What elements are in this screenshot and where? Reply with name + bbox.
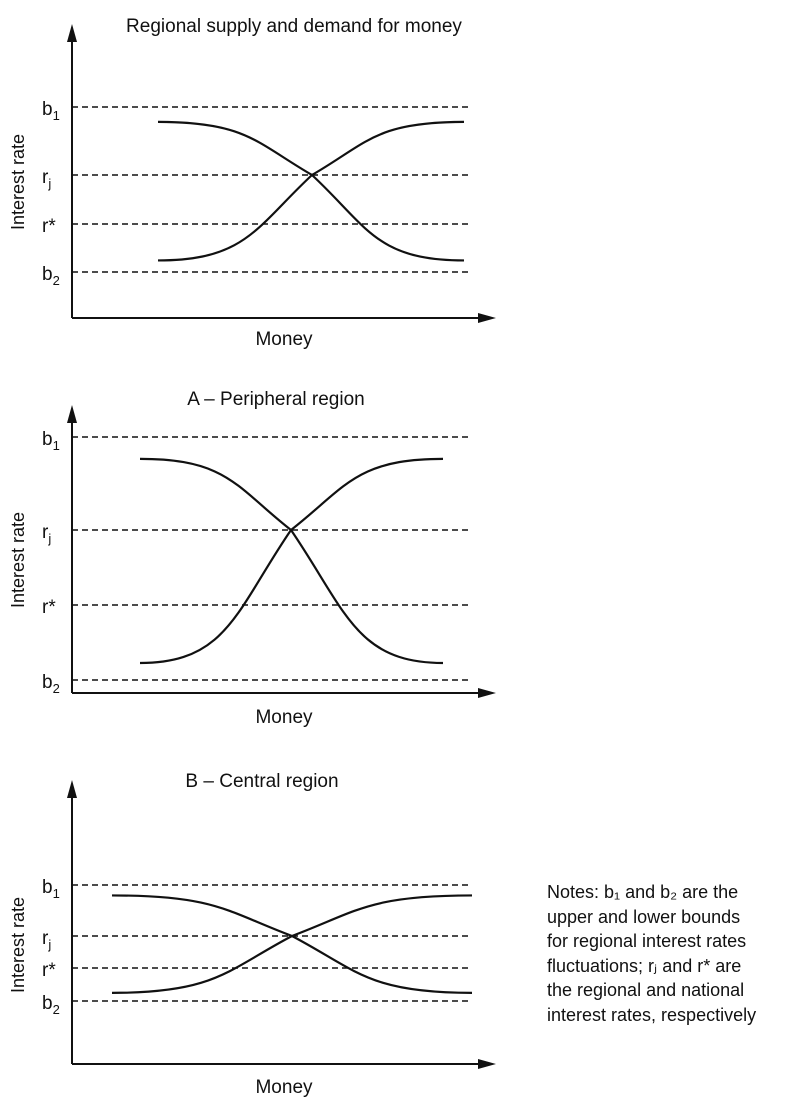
panel-title: B – Central region [185, 771, 338, 792]
notes-line: the regional and national [547, 980, 745, 1000]
x-axis-label: Money [255, 707, 313, 728]
notes-line: upper and lower bounds [547, 906, 741, 927]
y-axis-arrow-icon [67, 780, 77, 798]
demand-curve [157, 120, 465, 262]
supply-curve [157, 120, 465, 262]
notes-line: interest rates, respectively [547, 1004, 757, 1025]
supply-curve [111, 894, 473, 994]
panel-2: b1 rj r* b2 A – Peripheral region Interest ra… [8, 389, 496, 728]
panel-3: b1 rj r* b2 B – Central region Interest rate M… [8, 771, 496, 1098]
x-axis-label: Money [255, 329, 313, 350]
level-label: r* [42, 960, 56, 981]
y-axis-label: Interest rate [8, 134, 28, 230]
level-label: b2 [42, 672, 60, 696]
x-axis-label: Money [255, 1077, 313, 1098]
level-label: rj [42, 928, 51, 952]
notes-line: for regional interest rates [547, 931, 747, 951]
panel-title: Regional supply and demand for money [126, 16, 462, 37]
y-axis-arrow-icon [67, 405, 77, 423]
y-axis-arrow-icon [67, 24, 77, 42]
level-label: b1 [42, 429, 60, 453]
x-axis-arrow-icon [478, 688, 496, 698]
notes-line: Notes: b₁ and b₂ are the [547, 882, 739, 902]
level-label: b2 [42, 993, 60, 1017]
level-label: r* [42, 597, 56, 618]
level-label: rj [42, 522, 51, 546]
level-label: b2 [42, 264, 60, 288]
level-label: b1 [42, 99, 60, 123]
x-axis-arrow-icon [478, 313, 496, 323]
supply-curve [139, 457, 444, 665]
y-axis-label: Interest rate [8, 897, 28, 993]
panel-1: b1 rj r* b2 Regional supply and demand for m… [8, 16, 496, 350]
level-label: b1 [42, 877, 60, 901]
y-axis-label: Interest rate [8, 512, 28, 608]
level-label: r* [42, 216, 56, 237]
notes-line: fluctuations; rⱼ and r* are [547, 955, 742, 976]
x-axis-arrow-icon [478, 1059, 496, 1069]
panel-title: A – Peripheral region [187, 389, 364, 410]
demand-curve [139, 457, 444, 665]
demand-curve [111, 894, 473, 994]
level-label: rj [42, 167, 51, 191]
notes: Notes: b₁ and b₂ are the upper and lower… [547, 880, 808, 1027]
